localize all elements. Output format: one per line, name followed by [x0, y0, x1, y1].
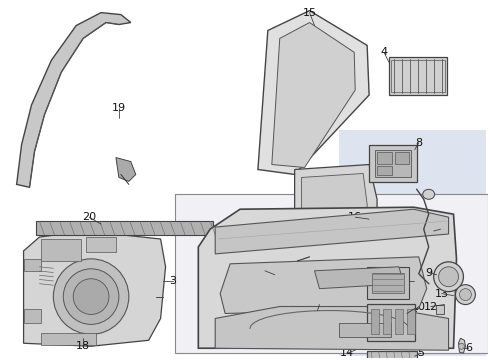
- Bar: [86, 237, 116, 252]
- Text: 2: 2: [314, 306, 321, 315]
- Bar: [377, 166, 392, 175]
- Text: 3: 3: [169, 276, 176, 286]
- Bar: [395, 152, 409, 163]
- Text: 11: 11: [434, 224, 447, 234]
- Text: 5: 5: [417, 348, 424, 358]
- Text: 19: 19: [112, 103, 126, 113]
- Text: 13: 13: [435, 289, 449, 298]
- Text: 7: 7: [410, 276, 417, 286]
- Polygon shape: [17, 13, 131, 187]
- Text: 16: 16: [348, 212, 362, 222]
- Bar: [340, 323, 391, 337]
- Bar: [42, 239, 81, 261]
- Ellipse shape: [53, 259, 129, 334]
- Bar: [407, 309, 415, 334]
- Ellipse shape: [460, 289, 471, 301]
- Bar: [389, 57, 446, 95]
- Polygon shape: [215, 306, 448, 350]
- Bar: [383, 309, 391, 334]
- Polygon shape: [302, 174, 367, 245]
- Text: 17: 17: [258, 266, 272, 276]
- Text: 10: 10: [412, 302, 426, 311]
- Polygon shape: [198, 207, 457, 348]
- Ellipse shape: [63, 269, 119, 324]
- Ellipse shape: [73, 279, 109, 315]
- Ellipse shape: [292, 269, 308, 285]
- Bar: [377, 152, 392, 163]
- Bar: [371, 309, 379, 334]
- Bar: [24, 309, 42, 323]
- Bar: [391, 60, 444, 92]
- Text: 6: 6: [465, 343, 472, 353]
- Polygon shape: [24, 231, 166, 346]
- Text: 12: 12: [424, 302, 438, 311]
- Text: 18: 18: [76, 341, 90, 351]
- Bar: [340, 130, 486, 356]
- Ellipse shape: [459, 343, 465, 349]
- Text: 9: 9: [425, 268, 432, 278]
- Text: 15: 15: [302, 8, 317, 18]
- Polygon shape: [459, 338, 466, 353]
- Bar: [375, 150, 411, 177]
- Bar: [36, 221, 213, 235]
- Ellipse shape: [456, 285, 475, 305]
- Bar: [24, 259, 42, 271]
- Bar: [367, 303, 415, 341]
- Bar: [436, 305, 443, 315]
- Polygon shape: [294, 165, 377, 251]
- Polygon shape: [258, 11, 369, 175]
- Bar: [42, 333, 96, 345]
- Text: 8: 8: [415, 138, 422, 148]
- Polygon shape: [315, 267, 404, 289]
- Polygon shape: [272, 23, 355, 167]
- Bar: [367, 267, 409, 298]
- Text: 20: 20: [82, 212, 96, 222]
- Text: 14: 14: [340, 348, 354, 358]
- Polygon shape: [116, 158, 136, 181]
- Ellipse shape: [434, 262, 464, 292]
- Ellipse shape: [439, 267, 459, 287]
- Polygon shape: [220, 257, 427, 314]
- Bar: [175, 194, 488, 353]
- Ellipse shape: [321, 292, 340, 310]
- Bar: [369, 145, 417, 183]
- Bar: [367, 351, 417, 360]
- Text: 1: 1: [411, 303, 418, 314]
- Bar: [372, 273, 404, 293]
- Bar: [395, 309, 403, 334]
- Ellipse shape: [423, 189, 435, 199]
- Text: 4: 4: [380, 47, 388, 57]
- Polygon shape: [215, 209, 448, 254]
